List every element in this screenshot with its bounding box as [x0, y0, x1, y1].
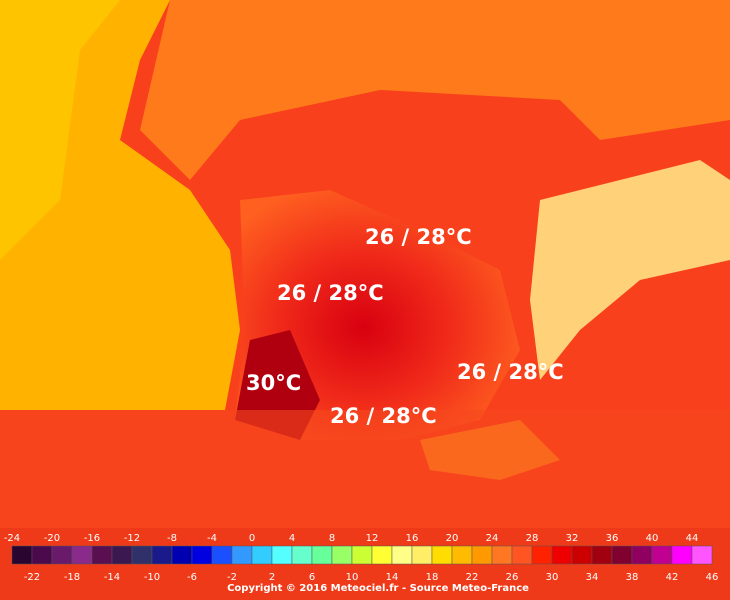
- legend-cell: [251, 545, 273, 565]
- legend-cell: [31, 545, 53, 565]
- legend-cell: [151, 545, 173, 565]
- legend-cell: [671, 545, 693, 565]
- legend-label: 24: [486, 533, 499, 544]
- legend-label: -24: [4, 533, 20, 544]
- legend-label: 32: [566, 533, 579, 544]
- legend-label: 6: [309, 572, 315, 583]
- legend-cell: [231, 545, 253, 565]
- legend-cell: [691, 545, 713, 565]
- legend-label: -4: [207, 533, 217, 544]
- legend-label: 4: [289, 533, 295, 544]
- legend-cell: [71, 545, 93, 565]
- legend-cell: [11, 545, 33, 565]
- legend-label: -10: [144, 572, 160, 583]
- temperature-label: 26 / 28°C: [457, 360, 564, 384]
- legend-label: -6: [187, 572, 197, 583]
- copyright: Copyright © 2016 Meteociel.fr - Source M…: [227, 583, 529, 594]
- legend-cell: [451, 545, 473, 565]
- legend-label: 46: [706, 572, 719, 583]
- legend-label: 42: [666, 572, 679, 583]
- north-area: [140, 0, 730, 180]
- legend-label: -20: [44, 533, 60, 544]
- legend-cell: [531, 545, 553, 565]
- temperature-label: 30°C: [246, 371, 301, 395]
- legend-label: 28: [526, 533, 539, 544]
- legend-cell: [571, 545, 593, 565]
- legend-cell: [331, 545, 353, 565]
- legend-label: 0: [249, 533, 255, 544]
- legend-cell: [311, 545, 333, 565]
- legend-cell: [471, 545, 493, 565]
- legend-label: 14: [386, 572, 399, 583]
- legend-label: 40: [646, 533, 659, 544]
- legend-cell: [211, 545, 233, 565]
- legend-cell: [411, 545, 433, 565]
- legend-cell: [551, 545, 573, 565]
- legend-label: -2: [227, 572, 237, 583]
- legend-cell: [591, 545, 613, 565]
- legend-cell: [171, 545, 193, 565]
- legend-label: 10: [346, 572, 359, 583]
- legend-cell: [651, 545, 673, 565]
- legend-cell: [491, 545, 513, 565]
- legend-label: 22: [466, 572, 479, 583]
- legend-cell: [631, 545, 653, 565]
- legend-label: 12: [366, 533, 379, 544]
- alps: [530, 160, 730, 380]
- legend-label: 16: [406, 533, 419, 544]
- legend-cell: [271, 545, 293, 565]
- legend-label: -14: [104, 572, 120, 583]
- legend-cell: [431, 545, 453, 565]
- legend-label: 36: [606, 533, 619, 544]
- legend-label: 18: [426, 572, 439, 583]
- legend-label: 30: [546, 572, 559, 583]
- legend-cell: [91, 545, 113, 565]
- legend-label: 34: [586, 572, 599, 583]
- legend-label: -22: [24, 572, 40, 583]
- legend-label: -12: [124, 533, 140, 544]
- legend-label: 44: [686, 533, 699, 544]
- legend-cell: [611, 545, 633, 565]
- legend-label: 2: [269, 572, 275, 583]
- legend-cell: [191, 545, 213, 565]
- legend-cell: [391, 545, 413, 565]
- legend-label: 38: [626, 572, 639, 583]
- legend-label: -18: [64, 572, 80, 583]
- legend-label: -16: [84, 533, 100, 544]
- ocean-cool: [0, 0, 120, 260]
- temperature-label: 26 / 28°C: [365, 225, 472, 249]
- legend-cell: [131, 545, 153, 565]
- legend-label: 26: [506, 572, 519, 583]
- temperature-label: 26 / 28°C: [277, 281, 384, 305]
- legend: -24 -20 -16 -12 -8 -4 0 4 8 12 16 20 24 28 32 36 40 44-22…: [4, 533, 719, 583]
- legend-cell: [351, 545, 373, 565]
- temperature-label: 26 / 28°C: [330, 404, 437, 428]
- legend-cell: [371, 545, 393, 565]
- legend-label: 8: [329, 533, 335, 544]
- legend-cell: [511, 545, 533, 565]
- legend-cell: [291, 545, 313, 565]
- legend-cell: [111, 545, 133, 565]
- legend-cell: [51, 545, 73, 565]
- south-area: [0, 410, 730, 530]
- legend-label: -8: [167, 533, 177, 544]
- legend-label: 20: [446, 533, 459, 544]
